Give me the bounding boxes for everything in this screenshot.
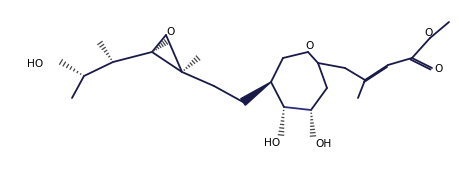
Polygon shape bbox=[241, 82, 271, 105]
Text: O: O bbox=[435, 64, 443, 74]
Text: O: O bbox=[167, 27, 175, 37]
Text: O: O bbox=[425, 28, 433, 38]
Text: HO: HO bbox=[264, 138, 280, 148]
Text: O: O bbox=[306, 41, 314, 51]
Text: OH: OH bbox=[315, 139, 331, 149]
Text: HO: HO bbox=[27, 59, 43, 69]
